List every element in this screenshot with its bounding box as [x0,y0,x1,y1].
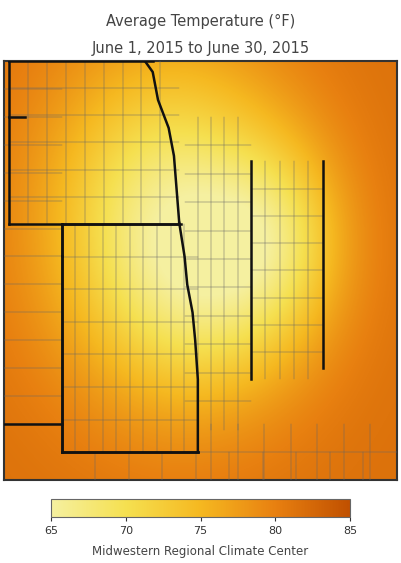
Text: Midwestern Regional Climate Center: Midwestern Regional Climate Center [92,544,309,558]
Text: Average Temperature (°F): Average Temperature (°F) [106,14,295,29]
Text: June 1, 2015 to June 30, 2015: June 1, 2015 to June 30, 2015 [91,41,310,56]
